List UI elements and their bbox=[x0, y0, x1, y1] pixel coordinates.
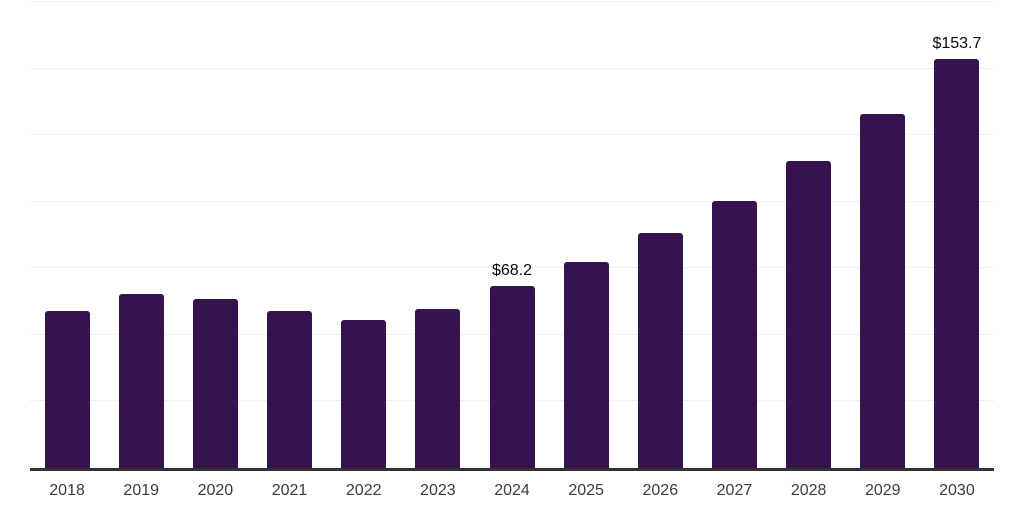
gridline-125 bbox=[30, 134, 994, 136]
bar-2018 bbox=[44, 310, 90, 468]
bar-2019 bbox=[118, 293, 164, 468]
bar-2027 bbox=[711, 200, 757, 468]
bar-value-label-2030: $153.7 bbox=[932, 34, 982, 52]
bar-2030 bbox=[934, 58, 980, 468]
gridline-75 bbox=[30, 267, 994, 269]
x-tick-2028: 2028 bbox=[790, 482, 827, 499]
x-tick-2018: 2018 bbox=[49, 482, 85, 499]
x-tick-2022: 2022 bbox=[345, 482, 382, 499]
bar-2022 bbox=[341, 320, 387, 468]
x-tick-2025: 2025 bbox=[568, 482, 604, 499]
x-tick-2021: 2021 bbox=[271, 482, 308, 499]
bar-2025 bbox=[563, 261, 609, 468]
x-tick-2023: 2023 bbox=[420, 482, 456, 499]
gridline-100 bbox=[30, 200, 994, 202]
gridline-175 bbox=[30, 1, 994, 2]
bar-2020 bbox=[192, 299, 238, 468]
bar-2023 bbox=[415, 308, 461, 468]
bar-2024 bbox=[489, 286, 535, 468]
bar-2021 bbox=[267, 310, 313, 468]
x-tick-2029: 2029 bbox=[864, 482, 901, 499]
gridline-150 bbox=[30, 67, 994, 69]
x-tick-2020: 2020 bbox=[197, 482, 234, 499]
x-tick-2027: 2027 bbox=[716, 482, 753, 499]
bar-2026 bbox=[637, 233, 683, 468]
bar-2029 bbox=[860, 114, 906, 468]
x-tick-2030: 2030 bbox=[939, 482, 975, 499]
x-tick-2026: 2026 bbox=[642, 482, 679, 499]
bar-value-label-2024: $68.2 bbox=[491, 262, 533, 280]
x-tick-2024: 2024 bbox=[494, 482, 530, 499]
plot-area: $68.2 $153.7 bbox=[30, 1, 994, 471]
x-tick-2019: 2019 bbox=[123, 482, 160, 499]
bar-2028 bbox=[786, 160, 832, 468]
x-axis-labels: 2018 2019 2020 2021 2022 2023 2024 2025 2026 2027… bbox=[30, 482, 994, 504]
